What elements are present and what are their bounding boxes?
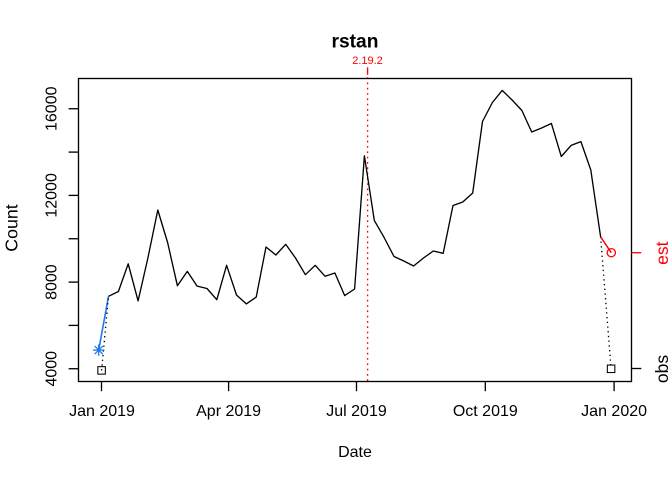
svg-text:4000: 4000 (44, 351, 61, 387)
svg-text:12000: 12000 (44, 173, 61, 218)
svg-text:16000: 16000 (44, 86, 61, 131)
svg-text:Jul 2019: Jul 2019 (326, 403, 387, 420)
svg-text:est: est (652, 241, 672, 264)
svg-text:Jan 2020: Jan 2020 (581, 403, 647, 420)
svg-text:obs: obs (652, 355, 672, 383)
svg-text:Count: Count (2, 204, 22, 252)
svg-text:2.19.2: 2.19.2 (352, 55, 383, 67)
svg-text:rstan: rstan (332, 31, 379, 52)
svg-text:Date: Date (338, 444, 372, 461)
svg-text:Apr 2019: Apr 2019 (196, 403, 261, 420)
svg-text:8000: 8000 (44, 264, 61, 300)
svg-text:Jan 2019: Jan 2019 (69, 403, 135, 420)
svg-text:Oct 2019: Oct 2019 (453, 403, 518, 420)
